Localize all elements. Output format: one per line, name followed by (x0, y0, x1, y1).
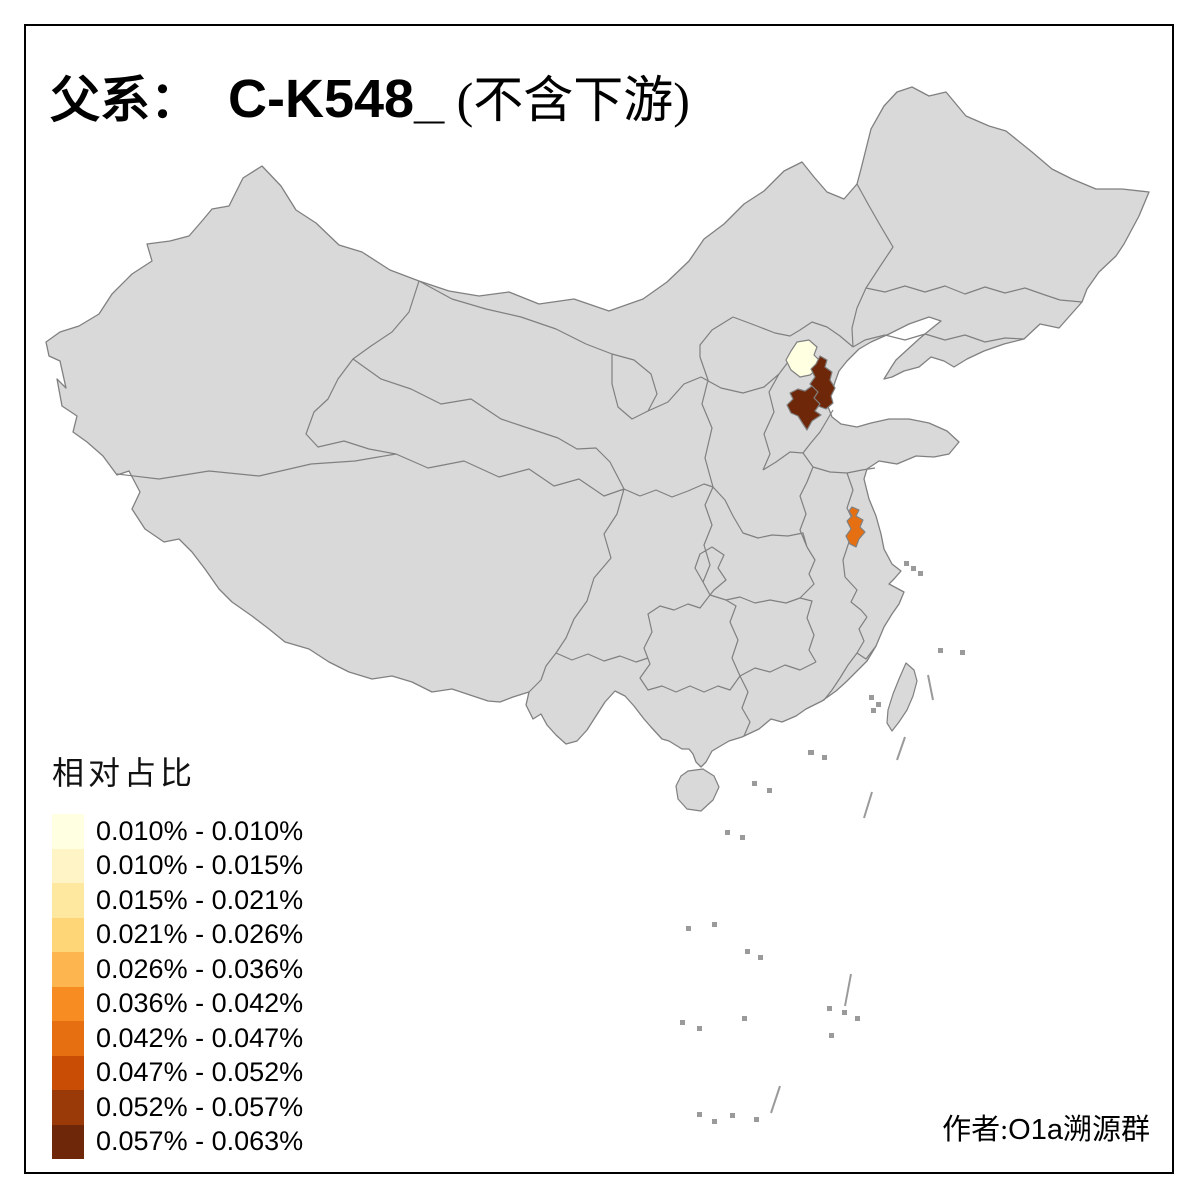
legend-row: 0.052% - 0.057% (52, 1090, 303, 1125)
legend-swatch (52, 1124, 84, 1159)
province-borders (116, 183, 1083, 737)
map-legend: 相对占比 0.010% - 0.010% 0.010% - 0.015% 0.015… (52, 748, 303, 1159)
legend-row: 0.015% - 0.021% (52, 883, 303, 918)
legend-row: 0.057% - 0.063% (52, 1124, 304, 1159)
map-frame-border (24, 24, 1174, 1174)
legend-swatch (52, 1055, 84, 1090)
legend-title: 相对占比 (52, 755, 197, 791)
south-china-sea-island-marks (680, 561, 965, 1124)
legend-row: 0.010% - 0.015% (52, 848, 304, 883)
legend-row: 0.010% - 0.010% (52, 814, 303, 849)
legend-swatch (52, 1090, 84, 1125)
title-prefix: 父系： (50, 72, 200, 128)
region-tianjin-area (809, 355, 836, 410)
legend-row: 0.036% - 0.042% (52, 986, 304, 1021)
legend-swatch (52, 917, 84, 952)
legend-swatch (52, 883, 84, 918)
taiwan-island-shape (886, 662, 918, 732)
legend-bin-label: 0.047% - 0.052% (96, 1057, 304, 1088)
author-prefix: 作者: (942, 1114, 1009, 1146)
mainland-china-shape (45, 86, 1150, 768)
region-south-of-tianjin-area (786, 385, 822, 431)
legend-bin-label: 0.010% - 0.010% (96, 815, 304, 846)
legend-swatch (52, 1021, 84, 1056)
legend-bin-label: 0.036% - 0.042% (96, 988, 304, 1019)
legend-bin-label: 0.057% - 0.063% (96, 1126, 304, 1157)
legend-bin-label: 0.010% - 0.015% (96, 850, 304, 881)
author-credit: 作者:O1a溯源群 (942, 1106, 1150, 1148)
legend-row: 0.047% - 0.052% (52, 1055, 304, 1090)
legend-rows: 0.010% - 0.010% 0.010% - 0.015% 0.015% - 0… (52, 814, 303, 1159)
legend-swatch (52, 814, 84, 849)
legend-swatch (52, 848, 84, 883)
legend-bin-label: 0.052% - 0.057% (96, 1091, 304, 1122)
author-suffix: 溯源群 (1062, 1114, 1150, 1146)
legend-swatch (52, 952, 84, 987)
title-suffix: (不含下游) (444, 72, 690, 128)
hainan-island-shape (675, 768, 720, 812)
figure-title: 父系： C-K548_ (不含下游) (50, 60, 690, 132)
region-north-anhui-area (845, 506, 866, 548)
legend-bin-label: 0.026% - 0.036% (96, 953, 304, 984)
legend-bin-label: 0.015% - 0.021% (96, 884, 304, 915)
title-haplogroup: C-K548_ (228, 69, 445, 129)
legend-row: 0.021% - 0.026% (52, 917, 304, 952)
author-latin: O1a (1008, 1114, 1063, 1146)
legend-row: 0.042% - 0.047% (52, 1021, 303, 1056)
legend-bin-label: 0.021% - 0.026% (96, 919, 304, 950)
legend-row: 0.026% - 0.036% (52, 952, 303, 987)
legend-swatch (52, 986, 84, 1021)
legend-bin-label: 0.042% - 0.047% (96, 1022, 304, 1053)
